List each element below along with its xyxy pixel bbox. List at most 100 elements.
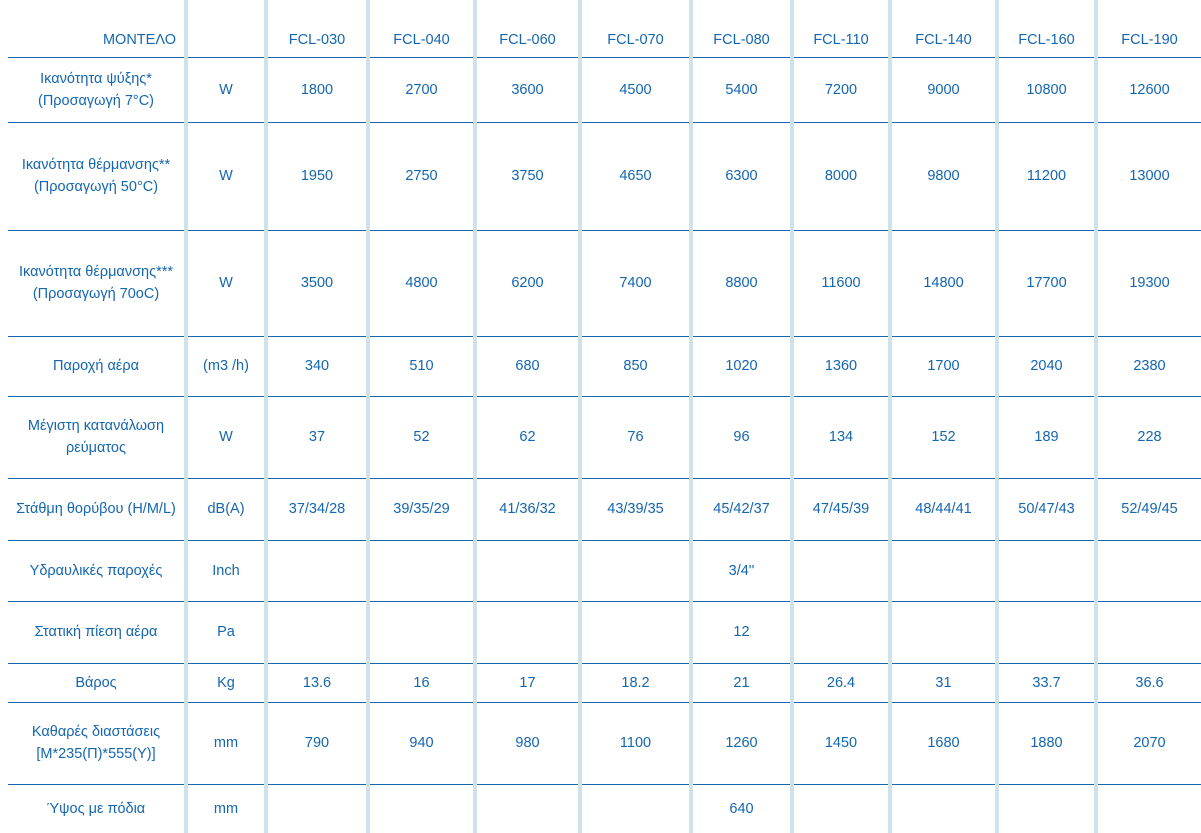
row-value: 6300	[689, 122, 792, 231]
row-value: 13000	[1094, 122, 1201, 231]
row-value: 19300	[1094, 230, 1201, 337]
table-row: Ύψος με πόδια mm 640	[8, 784, 1201, 833]
row-value: 4500	[578, 57, 691, 123]
table-row: Υδραυλικές παροχές Inch 3/4''	[8, 540, 1201, 602]
row-value: 980	[473, 702, 580, 785]
row-value: 11600	[790, 230, 890, 337]
row-value: 36.6	[1094, 663, 1201, 703]
row-label: Υδραυλικές παροχές	[8, 540, 186, 602]
row-value: 1100	[578, 702, 691, 785]
row-value: 1680	[888, 702, 997, 785]
table-row: Στατική πίεση αέρα Pa 12	[8, 601, 1201, 664]
row-value: 96	[689, 396, 792, 479]
row-value: 37/34/28	[264, 478, 368, 541]
header-model-fcl-110: FCL-110	[790, 0, 890, 58]
row-value	[473, 784, 580, 833]
row-value: 790	[264, 702, 368, 785]
row-value: 1260	[689, 702, 792, 785]
row-value	[790, 784, 890, 833]
row-value: 1020	[689, 336, 792, 397]
row-value	[578, 784, 691, 833]
row-value: 3500	[264, 230, 368, 337]
row-value: 680	[473, 336, 580, 397]
row-label: Στάθμη θορύβου (H/M/L)	[8, 478, 186, 541]
row-label: Βάρος	[8, 663, 186, 703]
header-model-fcl-160: FCL-160	[995, 0, 1096, 58]
row-value	[1094, 601, 1201, 664]
row-value	[366, 540, 475, 602]
row-unit: W	[184, 396, 266, 479]
header-model-fcl-190: FCL-190	[1094, 0, 1201, 58]
row-value: 10800	[995, 57, 1096, 123]
row-value: 1700	[888, 336, 997, 397]
header-model-fcl-070: FCL-070	[578, 0, 691, 58]
table-row: Μέγιστη κατανάλωση ρεύματος W 37 52 62 76 96 13…	[8, 396, 1201, 479]
row-value: 850	[578, 336, 691, 397]
row-value: 1880	[995, 702, 1096, 785]
row-value: 510	[366, 336, 475, 397]
header-row: ΜΟΝΤΕΛΟ FCL-030 FCL-040 FCL-060 FCL-070 FCL-0…	[8, 0, 1201, 58]
table-row: Παροχή αέρα (m3 /h) 340 510 680 850 1020 1360 17…	[8, 336, 1201, 397]
row-value: 4650	[578, 122, 691, 231]
row-label: Ικανότητα θέρμανσης*** (Προσαγωγή 70oC)	[8, 230, 186, 337]
row-value: 37	[264, 396, 368, 479]
row-value: 340	[264, 336, 368, 397]
table-row: Ικανότητα θέρμανσης** (Προσαγωγή 50°C) W 1…	[8, 122, 1201, 231]
row-label: Ικανότητα θέρμανσης** (Προσαγωγή 50°C)	[8, 122, 186, 231]
row-value: 2380	[1094, 336, 1201, 397]
row-value	[888, 540, 997, 602]
header-model-fcl-140: FCL-140	[888, 0, 997, 58]
row-value: 1950	[264, 122, 368, 231]
row-value: 1360	[790, 336, 890, 397]
row-value: 45/42/37	[689, 478, 792, 541]
table-row: Ικανότητα θέρμανσης*** (Προσαγωγή 70oC) W…	[8, 230, 1201, 337]
row-value: 43/39/35	[578, 478, 691, 541]
row-value: 12	[689, 601, 792, 664]
row-value: 1800	[264, 57, 368, 123]
row-value: 52/49/45	[1094, 478, 1201, 541]
table-row: Βάρος Kg 13.6 16 17 18.2 21 26.4 31 33.7 36.6	[8, 663, 1201, 703]
row-unit: W	[184, 230, 266, 337]
row-value: 2070	[1094, 702, 1201, 785]
row-value: 134	[790, 396, 890, 479]
row-value	[473, 601, 580, 664]
row-value	[790, 540, 890, 602]
row-value: 62	[473, 396, 580, 479]
table-row: Στάθμη θορύβου (H/M/L) dB(A) 37/34/28 39/35…	[8, 478, 1201, 541]
row-value: 50/47/43	[995, 478, 1096, 541]
row-value: 9000	[888, 57, 997, 123]
row-value: 8000	[790, 122, 890, 231]
row-value	[264, 784, 368, 833]
row-unit: mm	[184, 784, 266, 833]
row-value: 189	[995, 396, 1096, 479]
header-model-fcl-030: FCL-030	[264, 0, 368, 58]
row-unit: (m3 /h)	[184, 336, 266, 397]
row-value: 21	[689, 663, 792, 703]
row-value: 2040	[995, 336, 1096, 397]
row-unit: W	[184, 57, 266, 123]
row-value: 16	[366, 663, 475, 703]
header-model-label: ΜΟΝΤΕΛΟ	[8, 0, 186, 58]
row-value: 1450	[790, 702, 890, 785]
row-value: 7200	[790, 57, 890, 123]
row-value: 5400	[689, 57, 792, 123]
row-value	[888, 784, 997, 833]
row-value	[366, 784, 475, 833]
row-value: 640	[689, 784, 792, 833]
row-label: Στατική πίεση αέρα	[8, 601, 186, 664]
row-value: 26.4	[790, 663, 890, 703]
row-value	[578, 540, 691, 602]
row-value: 33.7	[995, 663, 1096, 703]
row-value: 3/4''	[689, 540, 792, 602]
row-value: 11200	[995, 122, 1096, 231]
row-value	[1094, 540, 1201, 602]
row-value	[995, 601, 1096, 664]
row-value: 52	[366, 396, 475, 479]
specifications-table: ΜΟΝΤΕΛΟ FCL-030 FCL-040 FCL-060 FCL-070 FCL-0…	[8, 0, 1201, 833]
row-label: Παροχή αέρα	[8, 336, 186, 397]
row-value: 3600	[473, 57, 580, 123]
row-value: 41/36/32	[473, 478, 580, 541]
header-unit	[184, 0, 266, 58]
row-value	[995, 784, 1096, 833]
row-value	[888, 601, 997, 664]
